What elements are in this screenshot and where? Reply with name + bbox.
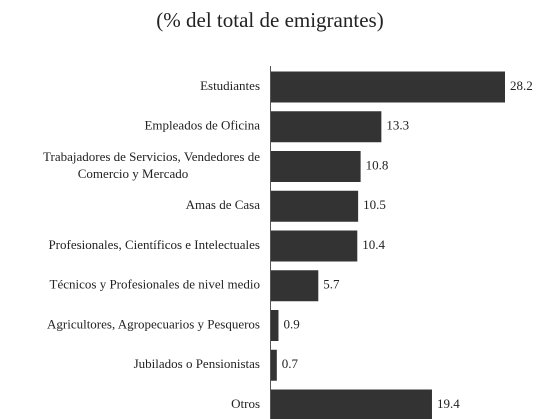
y-tick-label: Amas de Casa — [186, 197, 261, 212]
bar — [271, 111, 382, 143]
value-label: 0.7 — [282, 356, 299, 371]
bar — [271, 270, 319, 302]
y-tick-label: Estudiantes — [200, 78, 260, 93]
value-label: 5.7 — [323, 277, 340, 292]
value-label: 10.5 — [363, 197, 386, 212]
value-label: 28.2 — [510, 78, 533, 93]
bar — [271, 310, 279, 341]
value-label: 0.9 — [283, 316, 299, 331]
y-tick-label: Jubilados o Pensionistas — [134, 356, 260, 371]
value-label: 13.3 — [386, 118, 409, 133]
value-label: 10.4 — [362, 237, 385, 252]
chart-title: (% del total de emigrantes) — [156, 8, 383, 32]
y-tick-label: Profesionales, Científicos e Intelectual… — [48, 237, 260, 252]
y-tick-label: Empleados de Oficina — [144, 118, 260, 133]
bar — [271, 230, 358, 262]
y-tick-label: Trabajadores de Servicios, Vendedores de… — [43, 149, 260, 181]
bar — [271, 71, 505, 103]
bar — [271, 389, 432, 419]
y-tick-label: Técnicos y Profesionales de nivel medio — [50, 277, 260, 292]
bar — [271, 190, 359, 222]
value-label: 19.4 — [437, 396, 460, 411]
bar — [271, 349, 277, 381]
bar — [271, 151, 361, 182]
y-tick-label: Agricultores, Agropecuarios y Pesqueros — [47, 316, 260, 331]
y-tick-label: Otros — [231, 396, 260, 411]
value-label: 10.8 — [366, 157, 389, 172]
